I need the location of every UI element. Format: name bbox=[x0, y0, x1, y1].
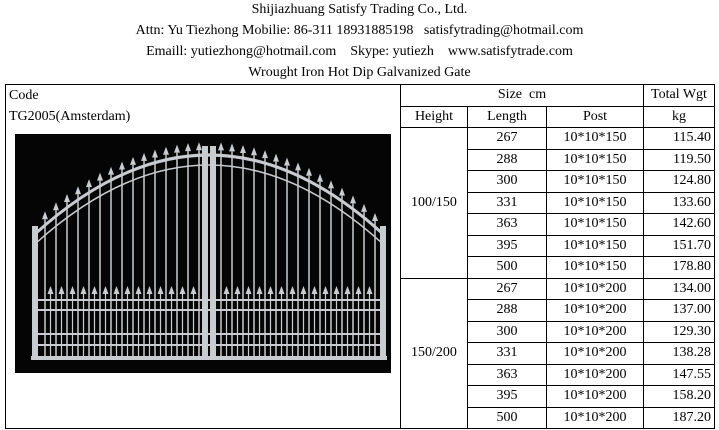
post: 10*10*150 bbox=[546, 170, 644, 193]
length: 300 bbox=[467, 170, 547, 193]
product: Wrought Iron Hot Dip Galvanized Gate bbox=[248, 65, 471, 80]
weight: 158.20 bbox=[643, 385, 715, 408]
post: 10*10*150 bbox=[546, 234, 644, 257]
length: 363 bbox=[467, 213, 547, 236]
weight-header: Total Wgt bbox=[643, 84, 715, 107]
weight: 137.00 bbox=[643, 299, 715, 322]
length: 395 bbox=[467, 234, 547, 257]
post: 10*10*200 bbox=[546, 342, 644, 365]
length: 331 bbox=[467, 191, 547, 214]
weight: 134.00 bbox=[643, 277, 715, 300]
post-header: Post bbox=[546, 105, 644, 128]
weight: 119.50 bbox=[643, 148, 715, 171]
length: 267 bbox=[467, 127, 547, 150]
post: 10*10*200 bbox=[546, 320, 644, 343]
post: 10*10*200 bbox=[546, 277, 644, 300]
weight: 138.28 bbox=[643, 342, 715, 365]
weight: 133.60 bbox=[643, 191, 715, 214]
size-header: Size cm bbox=[400, 84, 644, 107]
length: 500 bbox=[467, 256, 547, 279]
post: 10*10*150 bbox=[546, 191, 644, 214]
contact: Attn: Yu Tiezhong Mobilie: 86-311 189318… bbox=[135, 23, 584, 38]
weight: 178.80 bbox=[643, 256, 715, 279]
length: 500 bbox=[467, 406, 547, 429]
post: 10*10*150 bbox=[546, 148, 644, 171]
length: 363 bbox=[467, 363, 547, 386]
height-header: Height bbox=[400, 105, 468, 128]
post: 10*10*150 bbox=[546, 213, 644, 236]
weight: 115.40 bbox=[643, 127, 715, 150]
post: 10*10*200 bbox=[546, 363, 644, 386]
post: 10*10*200 bbox=[546, 299, 644, 322]
height: 150/200 bbox=[400, 277, 468, 429]
post: 10*10*150 bbox=[546, 256, 644, 279]
weight: 142.60 bbox=[643, 213, 715, 236]
weight: 129.30 bbox=[643, 320, 715, 343]
length: 267 bbox=[467, 277, 547, 300]
post: 10*10*200 bbox=[546, 385, 644, 408]
length-header: Length bbox=[467, 105, 547, 128]
post: 10*10*200 bbox=[546, 406, 644, 429]
length: 331 bbox=[467, 342, 547, 365]
length: 300 bbox=[467, 320, 547, 343]
price-table: Code Size cm Total Wgt TG2005(Amsterdam)… bbox=[5, 84, 715, 429]
image-cell bbox=[5, 127, 401, 429]
unit-header: kg bbox=[643, 105, 715, 128]
code-header: Code bbox=[5, 84, 401, 106]
model: TG2005(Amsterdam) bbox=[5, 106, 401, 128]
length: 288 bbox=[467, 148, 547, 171]
gate-image bbox=[15, 133, 391, 373]
height: 100/150 bbox=[400, 127, 468, 279]
length: 395 bbox=[467, 385, 547, 408]
weight: 187.20 bbox=[643, 406, 715, 429]
post: 10*10*150 bbox=[546, 127, 644, 150]
company: Shijiazhuang Satisfy Trading Co., Ltd. bbox=[251, 2, 468, 17]
email-line: Emaill: yutiezhong@hotmail.com Skype: yu… bbox=[146, 44, 573, 59]
length: 288 bbox=[467, 299, 547, 322]
weight: 147.55 bbox=[643, 363, 715, 386]
weight: 124.80 bbox=[643, 170, 715, 193]
weight: 151.70 bbox=[643, 234, 715, 257]
